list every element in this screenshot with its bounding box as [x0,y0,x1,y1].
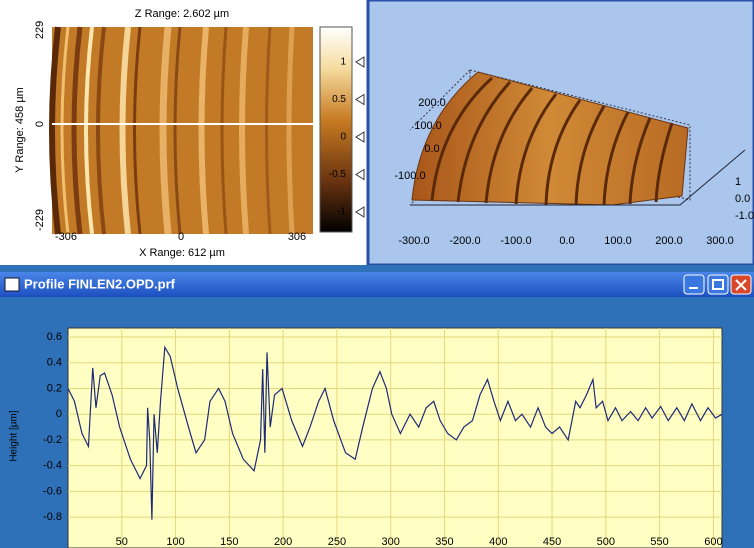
x-tick-label: 300 [382,536,400,548]
x-tick-label: 150 [220,536,238,548]
maximize-button[interactable] [707,274,729,295]
3d-z-tick-label: -1.0 [735,210,754,222]
colorbar [319,26,353,233]
x-tick-label: 550 [650,536,668,548]
3d-x-tick-label: 100.0 [604,235,632,247]
y-axis-label: Height [µm] [9,410,20,462]
image-y-tick-label: 0 [34,121,46,127]
image-y-tick-label: 229 [34,21,46,39]
x-tick-label: 50 [116,536,128,548]
x-tick-label: 250 [328,536,346,548]
x-tick-label: 200 [274,536,292,548]
colorbar-marker [355,168,365,181]
3d-x-tick-label: -300.0 [398,235,429,247]
image-x-tick-label: 0 [178,231,184,243]
3d-x-tick-label: 200.0 [655,235,683,247]
3d-y-tick-label: 200.0 [418,97,446,109]
3d-x-tick-label: 0.0 [559,235,574,247]
y-tick-label: 0.2 [47,382,62,394]
x-range: X Range: 612 µm [139,247,225,259]
3d-y-tick-label: -100.0 [394,170,425,182]
3d-y-tick-label: 0.0 [424,143,439,155]
colorbar-tick-label: -0.5 [329,169,347,180]
image-x-tick-label: 306 [288,231,306,243]
colorbar-marker [355,131,365,143]
afm-image [49,26,313,235]
colorbar-marker [355,56,365,68]
y-tick-label: -0.2 [43,434,62,446]
y-range: Y Range: 458 µm [14,87,26,173]
y-tick-label: -0.6 [43,485,62,497]
x-tick-label: 400 [489,536,507,548]
3d-z-tick-label: 0.0 [735,193,750,205]
y-tick-label: 0 [56,408,62,420]
colorbar-tick-label: 1 [340,57,346,68]
z-range: Z Range: 2.602 µm [135,8,229,20]
x-tick-label: 500 [597,536,615,548]
colorbar-marker [355,206,365,218]
window-icon [4,277,20,292]
window-title: Profile FINLEN2.OPD.prf [24,276,176,291]
x-tick-label: 350 [435,536,453,548]
minimize-button[interactable] [683,274,705,295]
colorbar-tick-label: 0.5 [332,94,346,105]
y-tick-label: 0.6 [47,331,62,343]
3d-surface [409,69,746,206]
3d-y-tick-label: 100.0 [414,120,442,132]
plot-area [67,327,723,548]
title-bar [0,272,754,297]
x-tick-label: 600 [704,536,722,548]
3d-z-tick-label: 1 [735,176,741,188]
colorbar-tick-label: -1 [337,207,346,218]
y-tick-label: 0.4 [47,357,62,369]
window-buttons[interactable] [683,274,752,295]
colorbar-marker [355,93,365,106]
3d-x-tick-label: -100.0 [500,235,531,247]
image-y-tick-label: -229 [34,209,46,231]
x-tick-label: 450 [543,536,561,548]
x-tick-label: 100 [166,536,184,548]
image-x-tick-label: -306 [55,231,77,243]
3d-x-tick-label: 300.0 [706,235,734,247]
profile-line [67,345,723,520]
3d-x-tick-label: -200.0 [449,235,480,247]
y-tick-label: -0.8 [43,511,62,523]
y-tick-label: -0.4 [43,460,62,472]
colorbar-tick-label: 0 [340,132,346,143]
